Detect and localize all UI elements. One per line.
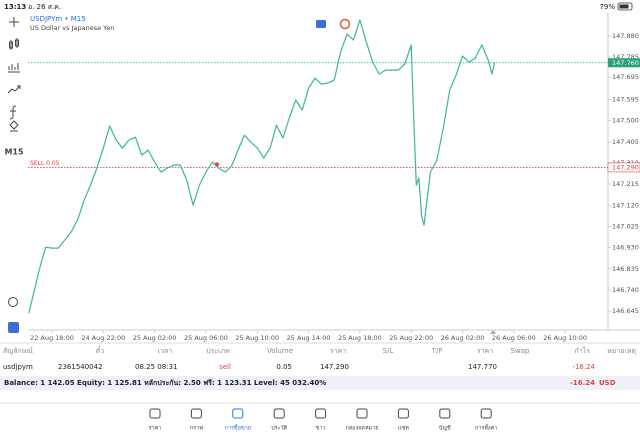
chart-subtitle: US Dollar vs Japanese Yen xyxy=(30,24,114,32)
nav-label[interactable]: ข่าว xyxy=(316,426,326,432)
account-summary: Balance: 1 142.05 Equity: 1 125.81 หลักป… xyxy=(4,379,326,387)
positions-table: สัญลักษณ์ ตั๋ว เวลา ประเภท Volume ราคา S/L T/P ร… xyxy=(3,346,636,371)
x-tick-label: 25 Aug 10:00 xyxy=(235,334,279,342)
nav-icon[interactable] xyxy=(356,408,368,419)
chart: 147.880 147.785 147.695 147.595 147.500 147.4… xyxy=(28,19,640,342)
x-tick-label: 25 Aug 22:00 xyxy=(389,334,433,342)
nav-icon[interactable] xyxy=(480,408,492,419)
y-tick-label: 147.880 xyxy=(612,32,639,40)
x-tick-label: 25 Aug 14:00 xyxy=(287,334,331,342)
y-tick-label: 147.785 xyxy=(612,53,639,61)
y-tick-label: 147.215 xyxy=(612,180,639,188)
nav-icon[interactable] xyxy=(190,408,202,419)
status-time: 13:13 xyxy=(4,3,26,11)
battery-fill xyxy=(619,4,629,9)
nav-label[interactable]: ราคา xyxy=(149,426,162,432)
position-symbol[interactable]: usdjpym xyxy=(3,363,33,371)
trade-icon[interactable] xyxy=(8,322,19,333)
nav-icon[interactable] xyxy=(439,408,451,419)
column-header: T/P xyxy=(431,347,443,355)
price-line xyxy=(28,19,496,314)
layout-icon[interactable] xyxy=(316,20,326,28)
nav-label[interactable]: ประวัติ xyxy=(271,425,287,432)
column-header: กำไร xyxy=(575,346,591,355)
bottom-nav: ราคา กราฟ การซื้อขาย ประวัติ ข่าว กล่องจดหมาย… xyxy=(149,408,497,432)
nav-icon[interactable] xyxy=(149,408,161,419)
position-current-price[interactable]: 147.770 xyxy=(468,363,497,371)
x-tick-label: 24 Aug 22:00 xyxy=(81,334,125,342)
position-ticket[interactable]: 2361540042 xyxy=(58,363,103,371)
nav-label[interactable]: การตั้งค่า xyxy=(475,424,497,432)
column-header: ตั๋ว xyxy=(96,346,105,355)
nav-label[interactable]: บัญชี xyxy=(439,425,451,432)
position-profit[interactable]: -16.24 xyxy=(572,363,595,371)
y-tick-label: 147.500 xyxy=(612,117,639,125)
column-header: สัญลักษณ์ xyxy=(3,347,33,355)
account-bar xyxy=(0,376,640,390)
position-volume[interactable]: 0.05 xyxy=(276,363,292,371)
y-tick-label: 147.595 xyxy=(612,96,639,104)
chart-title: USDJPYm • M15 xyxy=(30,15,86,23)
column-header: S/L xyxy=(383,347,394,355)
column-header: ประเภท xyxy=(206,347,230,355)
order-marker xyxy=(214,162,219,167)
x-tick-label: 25 Aug 02:00 xyxy=(133,334,177,342)
column-header: Swap xyxy=(511,347,530,355)
order-price-box xyxy=(607,162,640,173)
order-label: SELL 0.05 xyxy=(30,160,60,167)
account-profit: -16.24 xyxy=(570,379,595,387)
timeframe-button[interactable]: M15 xyxy=(4,148,24,157)
nav-label[interactable]: การซื้อขาย xyxy=(225,424,251,432)
x-tick-label: 26 Aug 10:00 xyxy=(543,334,587,342)
column-header: Volume xyxy=(267,347,293,355)
scroll-marker[interactable] xyxy=(490,330,496,334)
y-tick-label: 146.740 xyxy=(612,286,639,294)
battery-level: 79% xyxy=(599,3,615,11)
column-header: ราคา xyxy=(477,347,493,355)
left-toolbar: M15 xyxy=(4,17,24,333)
y-tick-label: 147.695 xyxy=(612,73,639,81)
position-open-price[interactable]: 147.290 xyxy=(320,363,349,371)
nav-icon[interactable] xyxy=(397,408,409,419)
bid-price-label: 147.760 xyxy=(612,59,639,67)
column-header: เวลา xyxy=(158,347,173,355)
x-tick-label: 25 Aug 06:00 xyxy=(184,334,228,342)
y-tick-label: 146.835 xyxy=(612,265,639,273)
position-time[interactable]: 08.25 08:31 xyxy=(135,363,177,371)
nav-icon[interactable] xyxy=(273,408,285,419)
nav-icon[interactable] xyxy=(232,408,244,419)
account-currency: USD xyxy=(599,379,616,387)
order-price-label: 147.290 xyxy=(612,163,639,171)
crosshair-icon[interactable] xyxy=(9,17,19,27)
bid-price-box xyxy=(608,58,640,68)
x-tick-label: 25 Aug 18:00 xyxy=(338,334,382,342)
y-tick-label: 147.405 xyxy=(612,138,639,146)
y-tick-label: 147.120 xyxy=(612,201,639,209)
nav-label[interactable]: กราฟ xyxy=(190,425,203,432)
y-tick-label: 146.930 xyxy=(612,244,639,252)
y-tick-label: 146.645 xyxy=(612,307,639,315)
x-tick-label: 22 Aug 18:00 xyxy=(30,334,74,342)
nav-label[interactable]: แชท xyxy=(398,425,409,432)
column-header: ราคา xyxy=(330,347,346,355)
function-icon[interactable] xyxy=(9,105,17,120)
y-tick-label: 147.025 xyxy=(612,222,639,230)
indicators-icon[interactable] xyxy=(8,63,20,73)
x-tick-label: 26 Aug 06:00 xyxy=(492,334,536,342)
position-type[interactable]: sell xyxy=(219,363,231,371)
nav-label[interactable]: กล่องจดหมาย xyxy=(345,426,378,432)
status-date: อ. 26 ส.ค. xyxy=(28,3,61,11)
nav-icon[interactable] xyxy=(315,408,327,419)
column-header: หมายเหตุ xyxy=(607,347,636,355)
zoom-icon[interactable] xyxy=(8,297,18,307)
shapes-icon[interactable] xyxy=(9,120,19,132)
sync-icon[interactable] xyxy=(339,18,351,30)
battery-icon xyxy=(617,2,633,11)
objects-icon[interactable] xyxy=(7,85,21,94)
chart-type-icon[interactable] xyxy=(9,38,19,50)
x-tick-label: 26 Aug 02:00 xyxy=(441,334,485,342)
